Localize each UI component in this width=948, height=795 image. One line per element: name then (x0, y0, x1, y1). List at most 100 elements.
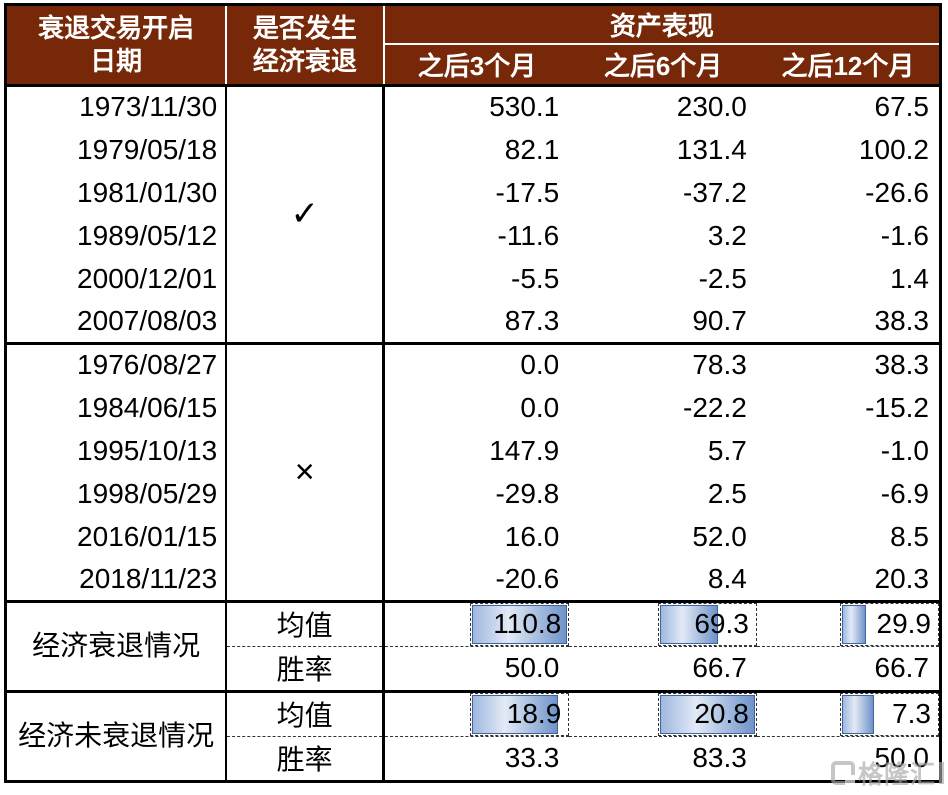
date-cell: 1973/11/30 (5, 83, 228, 128)
winrate-cell: 66.7 (756, 645, 941, 691)
winrate-cell: 50.0 (383, 645, 570, 691)
value-cell: 0.0 (520, 391, 560, 423)
table-row: 2018/11/23 -20.6 8.4 20.3 (5, 558, 941, 601)
summary-mean-row: 经济未衰退情况 均值 18.9 20.8 (5, 689, 941, 781)
header-after-6m: 之后6个月 (569, 43, 757, 86)
value-cell: -1.6 (880, 219, 929, 251)
data-bar (472, 694, 559, 734)
header-row-2: 之后3个月 之后6个月 之后12个月 (6, 43, 941, 86)
table-row: 1973/11/30 ✓ 530.1 230.0 67.5 (5, 83, 941, 343)
data-bar-box: 29.9 (840, 602, 939, 646)
table-row: 1989/05/12 -11.6 3.2 -1.6 (5, 214, 941, 257)
value-cell: -15.2 (865, 391, 929, 423)
data-bar (842, 604, 867, 644)
check-mark: ✓ (226, 83, 386, 343)
header-date-line1: 衰退交易开启 (38, 13, 195, 44)
header-date-column: 衰退交易开启 日期 (4, 3, 228, 86)
summary-label: 经济未衰退情况 (5, 689, 228, 781)
value-cell: -6.9 (880, 477, 929, 509)
cell-value: 69.3 (694, 608, 749, 639)
value-cell: -17.5 (495, 176, 560, 208)
value-cell: 8.5 (890, 520, 929, 552)
date-cell: 1998/05/29 (5, 472, 228, 515)
value-cell: -22.2 (683, 391, 747, 423)
value-cell: -1.0 (880, 434, 929, 466)
value-cell: 90.7 (692, 304, 747, 336)
summary-mean-row: 经济衰退情况 均值 110.8 69.3 (5, 599, 941, 691)
value-cell: 87.3 (504, 304, 560, 336)
cell-value: 20.8 (694, 698, 749, 729)
date-cell: 1989/05/12 (5, 214, 228, 257)
cross-mark: × (226, 341, 386, 601)
value-cell: 147.9 (489, 434, 560, 466)
value-cell: -2.5 (698, 262, 747, 294)
summary-no-recession: 经济未衰退情况 均值 18.9 20.8 (5, 689, 941, 781)
summary-winrate-row: 胜率 50.0 66.7 66.7 (6, 645, 941, 691)
value-cell: 530.1 (383, 83, 570, 128)
winrate-cell: 50.0 (756, 735, 941, 781)
header-recession-column: 是否发生 经济衰退 (225, 3, 385, 86)
value-cell: 5.7 (707, 434, 747, 466)
date-cell: 2007/08/03 (5, 300, 228, 343)
header-date-line2: 日期 (90, 45, 143, 76)
date-cell: 1976/08/27 (5, 341, 228, 386)
winrate-cell: 66.7 (569, 645, 757, 691)
mean-cell-12m: 29.9 (756, 599, 941, 646)
table-header: 衰退交易开启 日期 是否发生 经济衰退 资产表现 之后3个月 之后6个月 之后1… (4, 3, 942, 86)
header-row-1: 衰退交易开启 日期 是否发生 经济衰退 资产表现 (4, 3, 942, 86)
summary-label: 经济衰退情况 (5, 599, 228, 691)
value-cell: 8.4 (707, 562, 747, 594)
value-cell: 0.0 (383, 341, 570, 386)
table-row: 1976/08/27 × 0.0 78.3 38.3 (5, 341, 941, 601)
value-cell: -37.2 (683, 176, 747, 208)
table-row: 2000/12/01 -5.5 -2.5 1.4 (5, 257, 941, 300)
winrate-label: 胜率 (226, 645, 386, 691)
date-cell: 1981/01/30 (5, 171, 228, 214)
value-cell: 1.4 (890, 262, 929, 294)
table-row: 2016/01/15 16.0 52.0 8.5 (5, 515, 941, 558)
value-cell: 3.2 (707, 219, 747, 251)
date-cell: 1979/05/18 (5, 128, 228, 171)
value-cell: 20.3 (874, 562, 930, 594)
winrate-cell: 83.3 (569, 735, 757, 781)
value-cell: 131.4 (676, 133, 747, 165)
header-recession-line1: 是否发生 (252, 13, 357, 44)
header-asset-performance: 资产表现 (382, 3, 942, 45)
date-cell: 1995/10/13 (5, 429, 228, 472)
value-cell: 16.0 (504, 520, 560, 552)
table-row: 1998/05/29 -29.8 2.5 -6.9 (5, 472, 941, 515)
data-bar-box: 69.3 (657, 602, 757, 646)
date-cell: 2000/12/01 (5, 257, 228, 300)
value-cell: -11.6 (497, 219, 560, 251)
data-bar-box: 18.9 (470, 692, 570, 736)
mean-cell-6m: 69.3 (569, 599, 757, 646)
value-cell: -26.6 (865, 176, 929, 208)
summary-recession: 经济衰退情况 均值 110.8 69.3 (5, 599, 941, 691)
summary-winrate-row: 胜率 33.3 83.3 50.0 (6, 735, 941, 781)
group-recession-no: 1976/08/27 × 0.0 78.3 38.3 1984/06/15 0.… (5, 341, 941, 601)
value-cell: 100.2 (858, 133, 929, 165)
table-row: 1979/05/18 82.1 131.4 100.2 (5, 128, 941, 171)
value-cell: -20.6 (495, 562, 560, 594)
header-after-3m: 之后3个月 (382, 43, 570, 86)
mean-label: 均值 (226, 599, 386, 646)
cell-value: 18.9 (506, 698, 562, 729)
mean-cell-6m: 20.8 (569, 689, 757, 736)
data-bar-box: 110.8 (470, 602, 570, 646)
value-cell: 38.3 (874, 304, 930, 336)
value-cell: 2.5 (707, 477, 747, 509)
value-cell: 230.0 (569, 83, 757, 128)
data-bar (659, 694, 755, 734)
table-row: 1984/06/15 0.0 -22.2 -15.2 (5, 386, 941, 429)
cell-value: 29.9 (876, 608, 932, 639)
value-cell: 38.3 (756, 341, 941, 386)
data-bar (659, 604, 719, 644)
data-bar (472, 604, 568, 644)
date-cell: 2016/01/15 (5, 515, 228, 558)
value-cell: -5.5 (511, 262, 560, 294)
recession-trade-table: 衰退交易开启 日期 是否发生 经济衰退 资产表现 之后3个月 之后6个月 之后1… (4, 3, 942, 783)
header-after-12m: 之后12个月 (756, 43, 941, 86)
cell-value: 7.3 (892, 698, 931, 729)
date-cell: 2018/11/23 (5, 558, 228, 601)
